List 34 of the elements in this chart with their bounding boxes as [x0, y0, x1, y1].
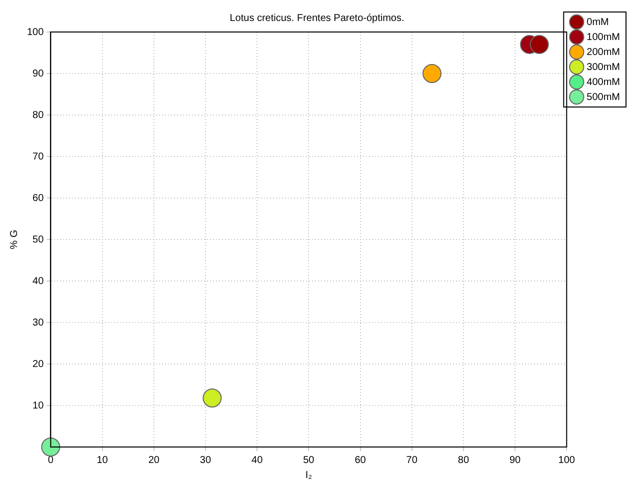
- x-tick-label: 90: [509, 454, 522, 466]
- y-tick-label: 60: [32, 192, 44, 204]
- point: [202, 388, 222, 408]
- y-tick-label: 20: [32, 358, 44, 370]
- point: [41, 438, 60, 456]
- legend-label: 500mM: [586, 92, 620, 103]
- x-tick-label: 20: [148, 454, 160, 466]
- legend-label: 300mM: [586, 62, 620, 73]
- y-tick-label: 80: [32, 110, 44, 121]
- x-tick-label: 80: [458, 454, 470, 466]
- x-tick-label: 50: [303, 454, 315, 466]
- x-tick-label: 0: [48, 454, 54, 466]
- legend-label: 100mM: [586, 32, 620, 43]
- point: [422, 64, 442, 83]
- y-tick-label: 30: [32, 317, 44, 328]
- y-axis-title: % G: [8, 230, 20, 250]
- x-tick-label: 10: [96, 454, 108, 466]
- point: [530, 34, 549, 54]
- legend-label: 0mM: [586, 16, 609, 28]
- legend-label: 200mM: [586, 46, 620, 58]
- y-tick-label: 90: [32, 68, 44, 80]
- x-tick-label: 30: [200, 454, 212, 466]
- chart-title: Lotus creticus. Frentes Pareto-óptimos.: [230, 12, 404, 24]
- y-tick-label: 70: [32, 151, 44, 162]
- y-tick-label: 40: [32, 276, 44, 287]
- y-tick-label: 100: [26, 26, 44, 38]
- y-tick-label: 50: [32, 234, 44, 246]
- x-tick-label: 100: [558, 454, 576, 466]
- y-tick-label: 10: [32, 400, 44, 412]
- x-tick-label: 70: [406, 454, 418, 466]
- x-axis-title: I₂: [305, 470, 312, 481]
- legend-label: 400mM: [586, 76, 620, 88]
- x-tick-label: 40: [252, 454, 264, 466]
- x-tick-label: 60: [354, 454, 366, 466]
